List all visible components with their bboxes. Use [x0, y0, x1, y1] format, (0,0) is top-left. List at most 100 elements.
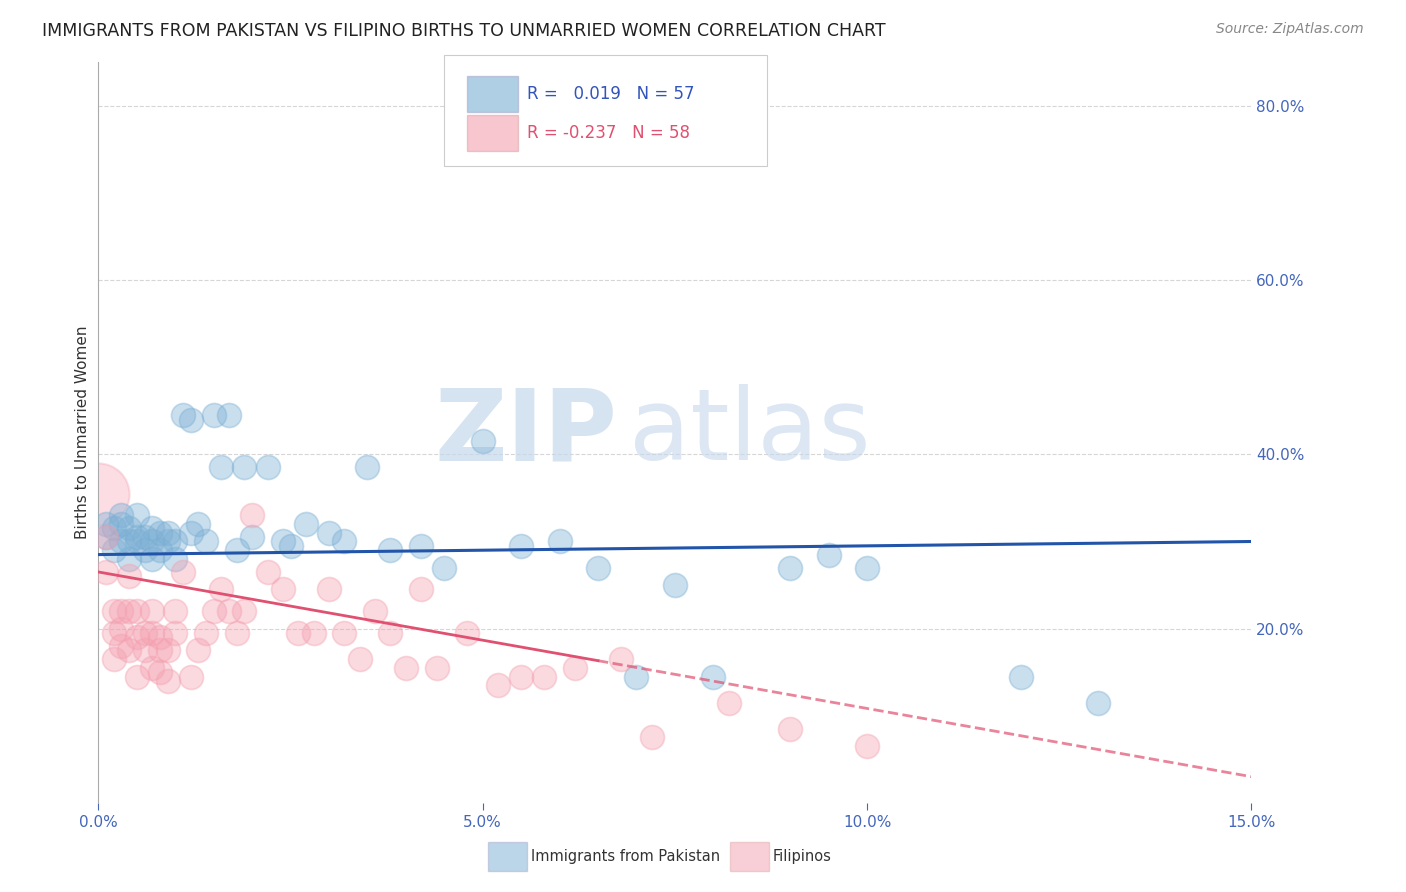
Point: [533, 669, 555, 683]
Point: [165, 534, 187, 549]
Point: [110, 534, 132, 549]
Point: [256, 565, 278, 579]
Point: [233, 460, 256, 475]
Point: [240, 530, 263, 544]
Point: [256, 460, 278, 475]
Point: [380, 626, 402, 640]
Point: [141, 626, 163, 640]
Point: [779, 722, 801, 736]
Text: Immigrants from Pakistan: Immigrants from Pakistan: [531, 849, 720, 864]
Point: [411, 539, 433, 553]
Point: [180, 412, 202, 426]
Point: [202, 604, 225, 618]
Point: [149, 525, 172, 540]
Point: [456, 626, 478, 640]
Point: [134, 543, 156, 558]
Point: [125, 604, 148, 618]
Text: IMMIGRANTS FROM PAKISTAN VS FILIPINO BIRTHS TO UNMARRIED WOMEN CORRELATION CHART: IMMIGRANTS FROM PAKISTAN VS FILIPINO BIR…: [42, 22, 886, 40]
Point: [110, 639, 132, 653]
Point: [664, 578, 686, 592]
Point: [103, 543, 125, 558]
Point: [202, 408, 225, 422]
Point: [380, 543, 402, 558]
Point: [87, 486, 110, 500]
FancyBboxPatch shape: [488, 842, 527, 871]
Point: [141, 552, 163, 566]
Point: [180, 525, 202, 540]
Point: [103, 626, 125, 640]
Point: [510, 539, 533, 553]
FancyBboxPatch shape: [730, 842, 769, 871]
Point: [626, 669, 648, 683]
Point: [295, 517, 318, 532]
Point: [141, 604, 163, 618]
Point: [118, 643, 141, 657]
Text: Filipinos: Filipinos: [773, 849, 832, 864]
Point: [395, 661, 418, 675]
Point: [134, 530, 156, 544]
Y-axis label: Births to Unmarried Women: Births to Unmarried Women: [75, 326, 90, 540]
Point: [110, 508, 132, 523]
Point: [271, 582, 294, 597]
Point: [125, 508, 148, 523]
Point: [103, 521, 125, 535]
Point: [110, 604, 132, 618]
Point: [717, 696, 740, 710]
Point: [240, 508, 263, 523]
Point: [209, 460, 232, 475]
FancyBboxPatch shape: [467, 76, 517, 112]
Point: [172, 408, 194, 422]
Point: [110, 517, 132, 532]
Point: [103, 604, 125, 618]
Point: [510, 669, 533, 683]
Point: [180, 669, 202, 683]
Point: [195, 534, 218, 549]
Point: [118, 552, 141, 566]
Point: [209, 582, 232, 597]
Point: [125, 534, 148, 549]
Point: [156, 673, 179, 688]
Point: [149, 665, 172, 680]
Point: [287, 626, 309, 640]
Point: [110, 622, 132, 636]
Point: [225, 543, 247, 558]
Point: [333, 626, 356, 640]
Point: [218, 604, 240, 618]
Point: [149, 630, 172, 644]
Point: [141, 661, 163, 675]
Point: [349, 652, 371, 666]
Point: [817, 548, 839, 562]
Point: [118, 521, 141, 535]
Point: [118, 604, 141, 618]
Point: [702, 669, 724, 683]
Point: [1010, 669, 1032, 683]
Point: [94, 565, 117, 579]
Point: [134, 626, 156, 640]
Point: [118, 534, 141, 549]
FancyBboxPatch shape: [444, 55, 768, 166]
Point: [165, 604, 187, 618]
Point: [1087, 696, 1109, 710]
Point: [187, 643, 209, 657]
Point: [426, 661, 449, 675]
Point: [779, 560, 801, 574]
Point: [364, 604, 387, 618]
Point: [233, 604, 256, 618]
Point: [125, 630, 148, 644]
Text: Source: ZipAtlas.com: Source: ZipAtlas.com: [1216, 22, 1364, 37]
Point: [271, 534, 294, 549]
Point: [356, 460, 378, 475]
Point: [610, 652, 633, 666]
Point: [118, 569, 141, 583]
Point: [94, 530, 117, 544]
Point: [134, 643, 156, 657]
Point: [302, 626, 325, 640]
Point: [94, 530, 117, 544]
Point: [125, 530, 148, 544]
Point: [225, 626, 247, 640]
Point: [195, 626, 218, 640]
Point: [125, 669, 148, 683]
Point: [856, 560, 879, 574]
Point: [411, 582, 433, 597]
Point: [333, 534, 356, 549]
